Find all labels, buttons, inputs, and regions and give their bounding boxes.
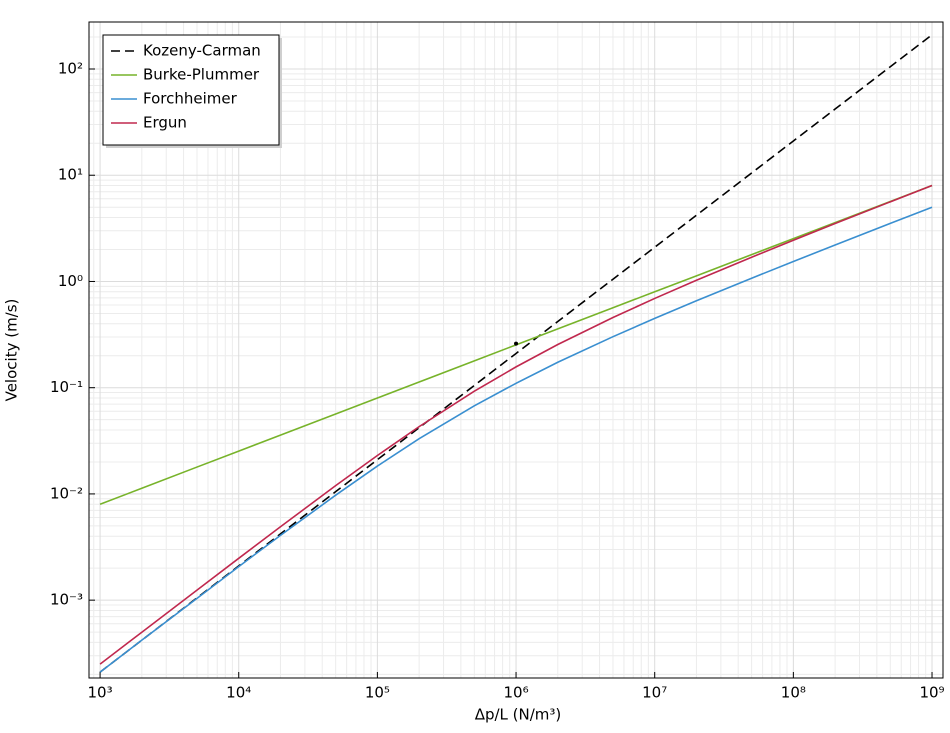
y-tick-label: 10⁰ [58,272,83,290]
legend-label: Kozeny-Carman [143,42,261,60]
x-tick-label: 10⁵ [365,684,390,702]
x-tick-label: 10⁷ [642,684,667,702]
x-tick-label: 10⁸ [781,684,806,702]
legend-label: Forchheimer [143,90,238,108]
y-axis-label: Velocity (m/s) [3,299,21,402]
y-tick-label: 10² [58,60,83,78]
x-axis-label: Δp/L (N/m³) [475,706,562,724]
y-tick-label: 10⁻² [50,484,83,502]
legend-label: Ergun [143,114,187,132]
legend: Kozeny-Carman Burke-Plummer Forchheimer Erg… [102,34,282,148]
series-line [99,206,933,673]
y-tick-label: 10⁻¹ [50,378,83,396]
x-tick-label: 10⁴ [226,684,251,702]
x-tick-label: 10⁹ [919,684,944,702]
point-marker [514,341,519,346]
x-tick-label: 10³ [88,684,113,702]
legend-label: Burke-Plummer [143,66,260,84]
y-tick-label: 10⁻³ [50,591,83,609]
legend-box [102,34,280,146]
plot-frame [88,21,944,679]
x-tick-label: 10⁶ [503,684,528,702]
y-tick-label: 10¹ [58,166,83,184]
series-line [99,184,933,665]
